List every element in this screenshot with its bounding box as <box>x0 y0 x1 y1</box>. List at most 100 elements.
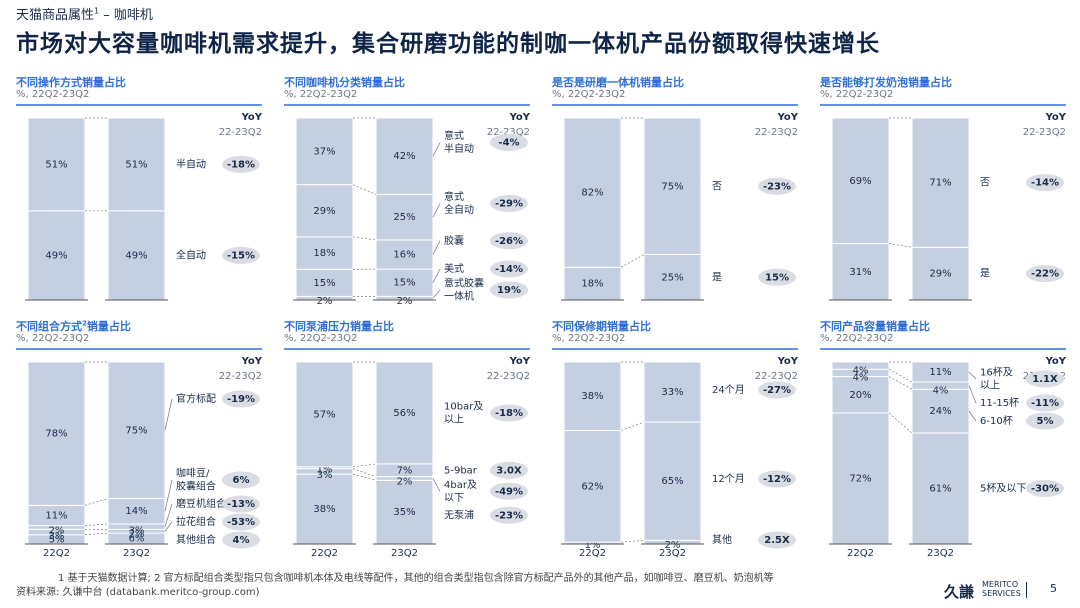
chart-title-footnote-ref: 2 <box>82 319 87 328</box>
legend-entry: 全自动 -15% <box>176 246 260 264</box>
page-number: 5 <box>1050 582 1057 595</box>
chart-title-text: 不同保修期销量占比 <box>552 320 651 333</box>
yoy-value: -13% <box>227 499 255 510</box>
yoy-header: YoY <box>509 356 531 367</box>
connector-line <box>352 236 377 241</box>
connector-line <box>352 184 377 195</box>
yoy-badge <box>222 390 260 408</box>
yoy-period: 22-23Q2 <box>1023 127 1066 138</box>
leader-line <box>968 410 977 422</box>
legend-label: 10bar及以上 <box>444 400 483 425</box>
breadcrumb-text: 天猫商品属性 <box>16 8 95 23</box>
legend-label: 5-9bar <box>444 465 478 476</box>
yoy-value: 15% <box>765 272 789 283</box>
legend-label-line: 拉花组合 <box>176 515 216 528</box>
bar-value-label: 37% <box>313 146 335 157</box>
chart-title: 是否是研磨一体机销量占比 <box>552 74 684 90</box>
bar-value-label: 29% <box>929 269 951 280</box>
yoy-value: -11% <box>1031 398 1059 409</box>
legend-label: 胶囊 <box>444 234 464 247</box>
bar-value-label: 11% <box>929 367 951 378</box>
legend-label: 16杯及以上 <box>980 366 1013 392</box>
legend-entry: 官方标配 -19% <box>164 390 260 431</box>
bar-value-label: 4% <box>853 373 869 384</box>
legend-label-line: 磨豆机组合 <box>176 497 226 510</box>
yoy-badge <box>1026 174 1064 192</box>
chart-panel-pump-pressure: 不同泵浦压力销量占比%, 22Q2-23Q2 YoY 22-23Q2 38% 3% 1% 5… <box>284 318 532 559</box>
bar-value-label: 2% <box>397 476 413 487</box>
legend-entry: 5杯及以下 -30% <box>980 479 1064 497</box>
yoy-badge <box>222 471 260 489</box>
leader-line <box>432 142 441 157</box>
bar-value-label: 5% <box>49 534 65 545</box>
bar-segment <box>295 117 354 186</box>
legend-entry: 否 -14% <box>980 174 1064 192</box>
bar-value-label: 1% <box>585 540 601 551</box>
legend-label-line: 意式 <box>444 129 464 142</box>
chart-title: 不同产品容量销量占比 <box>820 318 930 334</box>
yoy-badge <box>1026 394 1064 412</box>
connector-line <box>352 468 377 477</box>
footer-divider <box>1026 582 1027 598</box>
leader-line <box>432 268 441 283</box>
yoy-header: YoY <box>1045 112 1067 123</box>
yoy-value: -53% <box>227 517 255 528</box>
yoy-value: -49% <box>495 486 523 497</box>
bar-value-label: 49% <box>125 250 147 261</box>
yoy-header: YoY <box>509 112 531 123</box>
connector-line <box>888 412 913 434</box>
legend-label: 意式胶囊一体机 <box>444 277 484 303</box>
chart-title: 不同保修期销量占比 <box>552 318 651 334</box>
legend-entry: 无泵浦 -23% <box>444 506 528 524</box>
legend-label-line: 官方标配 <box>176 392 216 405</box>
yoy-badge <box>222 495 260 513</box>
legend-label-line: 胶囊 <box>444 234 464 247</box>
bar-value-label: 65% <box>661 476 683 487</box>
category-label: 23Q2 <box>659 548 686 559</box>
chart-title-text: 不同咖啡机分类销量占比 <box>284 76 405 89</box>
chart-subtitle: %, 22Q2-23Q2 <box>284 333 358 344</box>
bar-value-label: 33% <box>661 387 683 398</box>
legend-label: 否 <box>980 177 990 189</box>
yoy-value: -15% <box>227 250 255 261</box>
bar-value-label: 69% <box>849 176 871 187</box>
chart-title-text: 不同泵浦压力销量占比 <box>284 320 394 333</box>
chart-subtitle: %, 22Q2-23Q2 <box>552 89 626 100</box>
yoy-badge <box>758 268 796 286</box>
legend-entry: 是 -22% <box>980 265 1064 283</box>
brand-logo-text: MERITCO SERVICES <box>982 580 1021 598</box>
leader-line <box>164 479 173 512</box>
stacked-bar-chart: YoY 22-23Q2 31% 69% 29% 71% 是 -22% 否 -14% <box>820 104 1067 301</box>
chart-title-text: 不同组合方式 <box>16 320 82 333</box>
bar-value-label: 61% <box>929 483 951 494</box>
bar-value-label: 20% <box>849 390 871 401</box>
yoy-badge <box>758 177 796 195</box>
bar-segment <box>375 268 434 297</box>
bar-value-label: 6% <box>129 534 145 545</box>
legend-label: 5杯及以下 <box>980 481 1026 494</box>
bar-value-label: 15% <box>313 278 335 289</box>
legend-label-line: 5杯及以下 <box>980 481 1026 494</box>
bar-segment <box>831 243 890 301</box>
category-label: 22Q2 <box>311 548 338 559</box>
bar-segment <box>27 210 86 301</box>
legend-label: 磨豆机组合 <box>176 497 226 510</box>
legend-label-line: 全自动 <box>444 203 474 216</box>
yoy-value: -23% <box>763 181 791 192</box>
footnote: 1 基于天猫数据计算; 2 官方标配组合类型指只包含咖啡机本体及电线等配件，其他… <box>58 573 774 584</box>
yoy-value: -22% <box>1031 269 1059 280</box>
legend-entry: 12个月 -12% <box>712 470 796 488</box>
yoy-value: 4% <box>233 535 250 546</box>
leader-line <box>164 398 173 431</box>
legend-label: 12个月 <box>712 473 745 485</box>
yoy-badge <box>490 506 528 524</box>
bar-segment <box>295 184 354 238</box>
yoy-value: -18% <box>227 159 255 170</box>
yoy-period: 22-23Q2 <box>487 127 530 138</box>
legend-label-line: 是 <box>712 271 722 283</box>
bar-value-label: 25% <box>393 212 415 223</box>
legend-entry: 5-9bar 3.0X <box>444 461 528 479</box>
yoy-value: -27% <box>763 385 791 396</box>
brand-logo: 久謙 <box>944 583 975 601</box>
chart-panel-warranty: 不同保修期销量占比%, 22Q2-23Q2 YoY 22-23Q2 1% 62% 38% 2… <box>552 318 800 559</box>
